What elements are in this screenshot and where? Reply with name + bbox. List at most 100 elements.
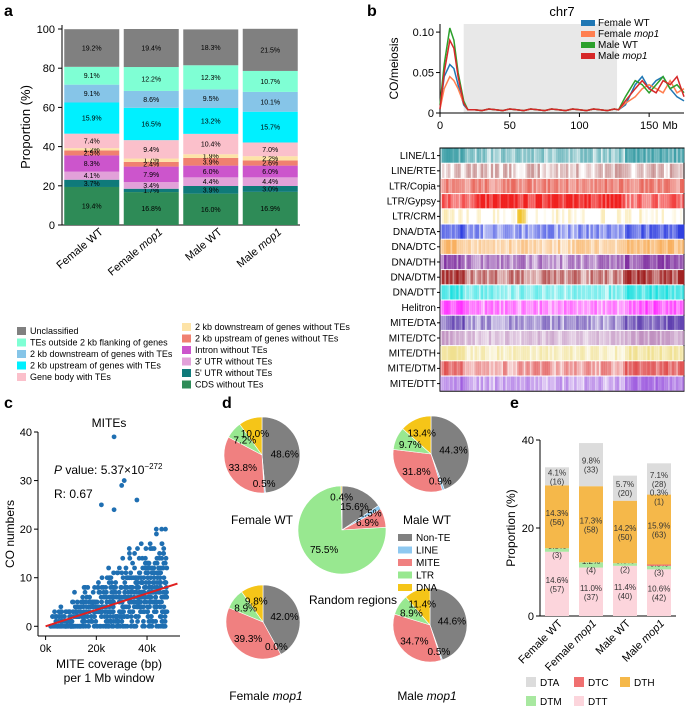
heatmap-cell: [586, 376, 589, 391]
heatmap-cell: [562, 194, 565, 209]
heatmap-cell: [588, 254, 591, 270]
heatmap-cell: [598, 376, 601, 391]
heatmap-cell: [586, 194, 589, 209]
heatmap-cell: [460, 254, 463, 270]
heatmap-cell: [480, 194, 483, 209]
a-bar-segment: [64, 179, 120, 187]
heatmap-cell: [562, 300, 565, 315]
heatmap-cell: [598, 315, 601, 330]
heatmap-cell: [651, 148, 654, 163]
heatmap-cell: [533, 300, 536, 315]
heatmap-cell: [446, 194, 449, 209]
heatmap-cell: [645, 300, 648, 315]
e-bar-count: (50): [618, 533, 633, 542]
heatmap-cell: [667, 254, 671, 270]
heatmap-cell: [679, 163, 683, 178]
heatmap-cell: [566, 178, 569, 194]
heatmap-cell: [608, 300, 612, 315]
heatmap-cell: [675, 254, 679, 270]
c-data-point: [90, 604, 96, 610]
c-r-annotation: R: 0.67: [54, 487, 93, 501]
d-legend-swatch: [398, 559, 412, 566]
c-data-point: [151, 575, 157, 581]
heatmap-cell: [550, 209, 552, 223]
heatmap-cell: [629, 285, 632, 300]
heatmap-cell: [486, 330, 490, 346]
heatmap-cell: [545, 285, 549, 300]
heatmap-cell: [673, 315, 677, 330]
a-bar-segment: [183, 133, 239, 155]
c-data-point: [70, 609, 76, 615]
c-data-point: [159, 565, 165, 571]
heatmap-cell: [496, 163, 500, 178]
heatmap-cell: [574, 376, 577, 391]
heatmap-cell: [655, 148, 658, 163]
d-pie-title-italic: mop1: [273, 689, 303, 703]
heatmap-cell: [462, 376, 465, 391]
heatmap-cell: [539, 178, 542, 194]
heatmap-cell: [444, 164, 446, 178]
c-data-point: [142, 599, 148, 605]
heatmap-cell: [677, 315, 681, 330]
heatmap-cell: [472, 178, 475, 194]
c-y-tick-label: 30: [20, 476, 32, 488]
heatmap-cell: [643, 178, 646, 194]
heatmap-cell: [606, 361, 610, 376]
heatmap-cell: [462, 315, 465, 330]
c-data-point: [154, 623, 160, 629]
heatmap-cell: [442, 300, 445, 315]
heatmap-cell: [468, 148, 471, 163]
heatmap-cell: [570, 330, 573, 346]
heatmap-cell: [600, 315, 603, 330]
heatmap-cell: [671, 376, 675, 391]
heatmap-cell: [584, 148, 587, 163]
heatmap-cell: [515, 285, 518, 300]
heatmap-cell: [535, 148, 538, 163]
heatmap-cell: [643, 194, 646, 209]
heatmap-cell: [639, 239, 642, 254]
heatmap-cell: [681, 254, 685, 270]
heatmap-cell: [664, 164, 666, 178]
heatmap-cell: [541, 376, 544, 391]
heatmap-cell: [490, 148, 494, 163]
heatmap-cell: [593, 164, 595, 178]
heatmap-cell: [639, 285, 642, 300]
heatmap-cell: [466, 330, 469, 346]
heatmap-cell: [596, 194, 599, 209]
heatmap-cell: [486, 224, 490, 239]
heatmap-cell: [625, 270, 628, 285]
heatmap-cell: [590, 178, 593, 194]
heatmap-cell: [627, 361, 630, 376]
b-legend-label-text: Male WT: [598, 40, 638, 51]
heatmap-cell: [574, 300, 577, 315]
heatmap-cell: [614, 361, 618, 376]
heatmap-cell: [515, 148, 518, 163]
a-legend-label: 2 kb downstream of genes with TEs: [30, 349, 173, 359]
heatmap-cell: [523, 270, 526, 285]
heatmap-cell: [452, 376, 455, 391]
heatmap-cell: [602, 330, 605, 346]
heatmap-cell: [466, 270, 469, 285]
heatmap-cell: [675, 376, 679, 391]
heatmap-cell: [627, 163, 630, 178]
heatmap-cell: [659, 376, 662, 391]
c-data-point: [117, 609, 122, 615]
heatmap-cell: [494, 300, 498, 315]
heatmap-cell: [474, 254, 477, 270]
heatmap-cell: [677, 224, 681, 239]
heatmap-cell: [570, 178, 573, 194]
heatmap-cell: [598, 224, 601, 239]
heatmap-cell: [610, 163, 614, 178]
d-pie-label: 75.5%: [310, 545, 338, 556]
heatmap-cell: [541, 224, 544, 239]
heatmap-cell: [490, 285, 494, 300]
heatmap-cell: [651, 270, 654, 285]
a-bar-segment: [64, 84, 120, 103]
e-y-tick-label: 40: [522, 435, 534, 447]
heatmap-cell: [446, 148, 449, 163]
heatmap-cell: [564, 270, 567, 285]
heatmap-cell: [635, 330, 638, 346]
heatmap-cell: [667, 178, 671, 194]
heatmap-cell: [647, 148, 650, 163]
